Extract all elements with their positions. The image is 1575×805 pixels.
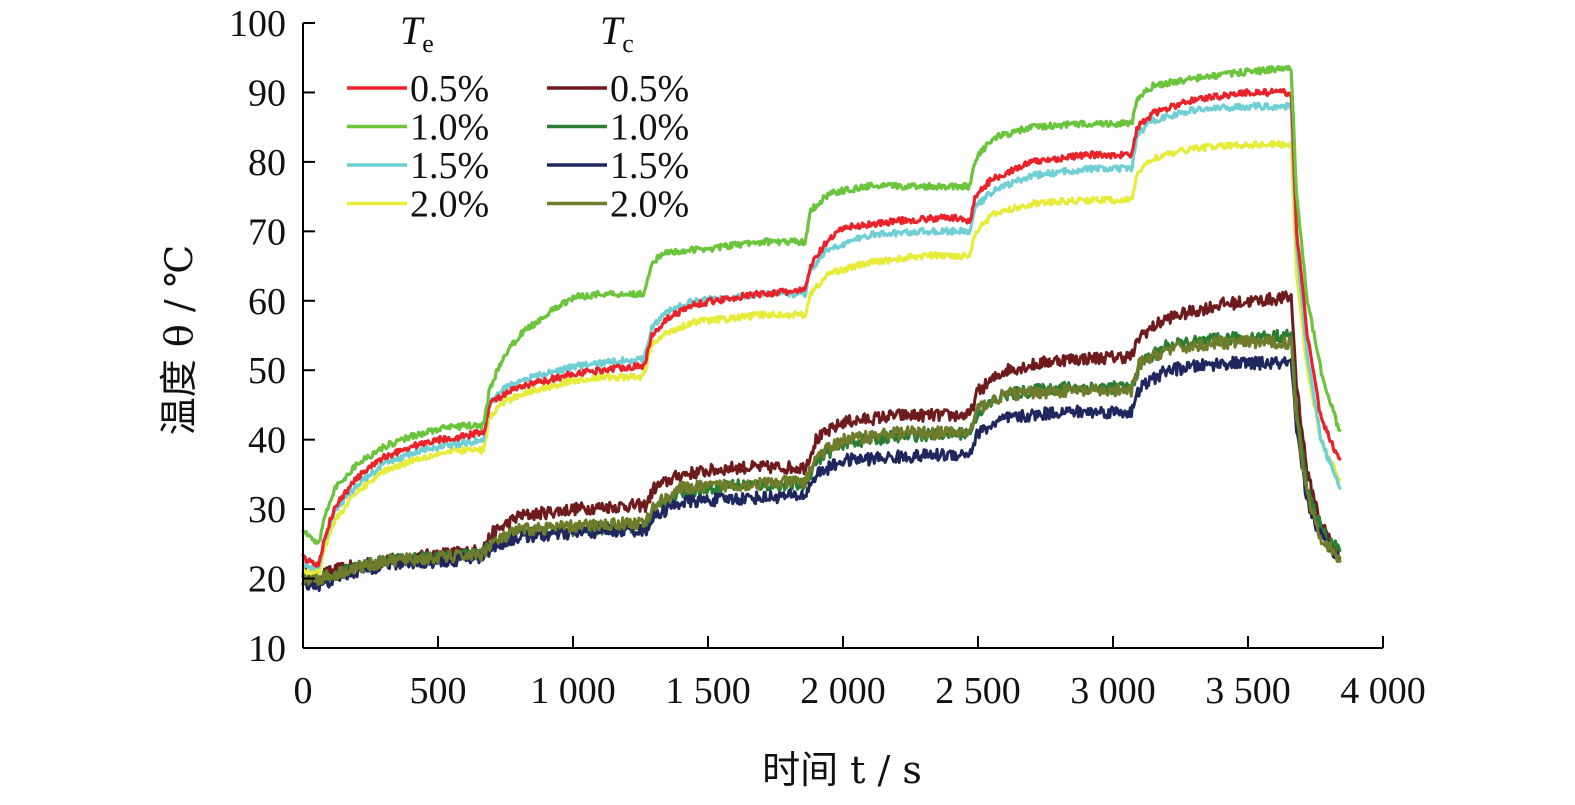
x-tick-label: 2 500 <box>935 670 1021 712</box>
legend-label: 0.5% <box>610 68 689 110</box>
y-tick-label: 50 <box>248 350 286 392</box>
y-tick-label: 30 <box>248 489 286 531</box>
legend-label: 1.0% <box>410 107 489 149</box>
ticks: 0 500 1 000 1 500 2 000 2 500 3 000 3 500 4 000 1… <box>229 3 1426 712</box>
y-axis-title: 温度 θ / ℃ <box>157 245 201 435</box>
legend-group-title: Tc <box>600 8 634 58</box>
legend-label: 1.0% <box>610 107 689 149</box>
x-tick-label: 500 <box>410 670 467 712</box>
y-tick-label: 60 <box>248 281 286 323</box>
series-line-te-1-5pct <box>301 101 1342 571</box>
series-line-tc-2-0pct <box>301 334 1342 587</box>
x-tick-label: 2 000 <box>800 670 886 712</box>
x-tick-label: 0 <box>294 670 313 712</box>
y-tick-label: 100 <box>229 3 286 45</box>
x-tick-label: 1 500 <box>665 670 751 712</box>
legend-label: 0.5% <box>410 68 489 110</box>
legend-label: 1.5% <box>410 145 489 187</box>
series-line-te-1-0pct <box>301 64 1342 545</box>
legend-label: 2.0% <box>610 184 689 226</box>
series-line-tc-1-5pct <box>301 355 1342 593</box>
y-tick-label: 40 <box>248 420 286 462</box>
legend-label: 2.0% <box>410 184 489 226</box>
series-line-te-0-5pct <box>301 87 1342 568</box>
y-tick-label: 20 <box>248 559 286 601</box>
legend: Te Tc0.5%1.0%1.5%2.0%0.5%1.0%1.5%2.0% <box>347 8 689 226</box>
x-tick-label: 3 500 <box>1205 670 1291 712</box>
y-tick-label: 80 <box>248 142 286 184</box>
y-tick-label: 90 <box>248 72 286 114</box>
x-tick-label: 3 000 <box>1070 670 1156 712</box>
series-line-te-2-0pct <box>301 140 1342 576</box>
y-tick-label: 10 <box>248 628 286 670</box>
x-tick-label: 1 000 <box>530 670 616 712</box>
plot-area <box>301 64 1342 593</box>
legend-group-title: Te <box>400 8 434 58</box>
y-tick-label: 70 <box>248 211 286 253</box>
legend-label: 1.5% <box>610 145 689 187</box>
x-axis-title: 时间 t / s <box>762 748 922 792</box>
x-tick-label: 4 000 <box>1340 670 1426 712</box>
